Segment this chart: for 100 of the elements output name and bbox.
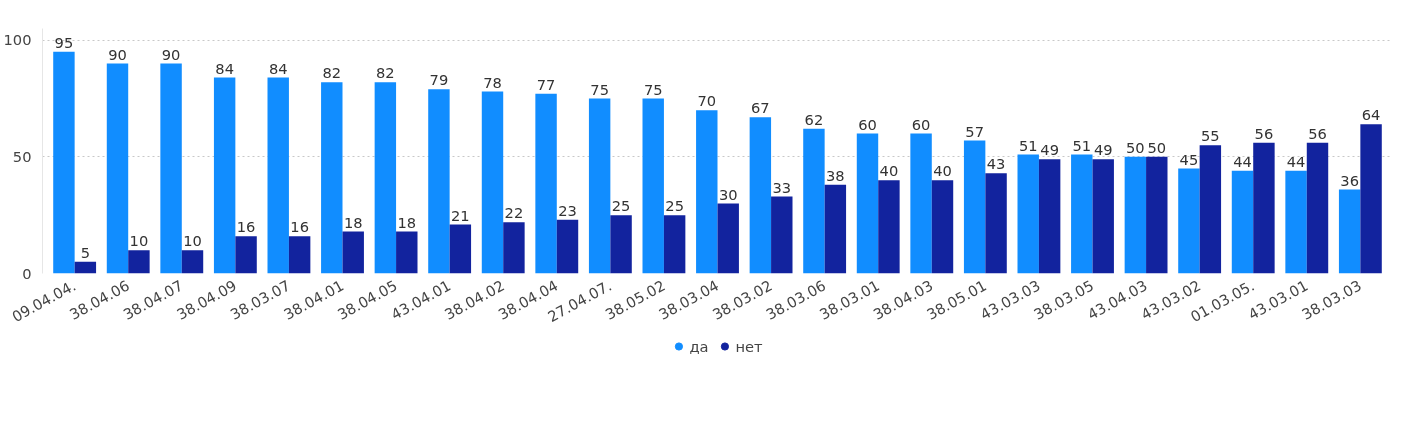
bar (428, 89, 450, 274)
data-label: 90 (108, 45, 127, 63)
bar (556, 219, 579, 274)
bar (181, 250, 204, 274)
data-label: 90 (161, 45, 181, 63)
bar (53, 51, 75, 274)
data-label: 5 (80, 243, 91, 261)
data-label: 56 (1308, 124, 1327, 142)
data-label: 18 (397, 213, 417, 231)
bar (824, 184, 847, 274)
bar (535, 93, 557, 274)
data-label: 22 (504, 204, 524, 222)
bar (396, 231, 418, 274)
data-label: 55 (1201, 127, 1220, 145)
bar (717, 203, 739, 274)
data-label: 50 (1147, 138, 1167, 156)
bar (931, 180, 954, 274)
data-label: 16 (290, 218, 309, 236)
data-label: 40 (933, 162, 952, 180)
data-label: 51 (1072, 136, 1092, 154)
data-label: 30 (718, 185, 738, 203)
data-label: 57 (965, 122, 984, 140)
bar (1253, 142, 1275, 274)
legend-label: да (689, 337, 710, 355)
bar (374, 82, 397, 274)
bar (803, 128, 825, 274)
data-label: 95 (54, 33, 74, 51)
bar (481, 91, 504, 274)
bar (128, 250, 150, 274)
bar (771, 196, 793, 274)
bar (610, 215, 632, 274)
data-label: 21 (451, 206, 470, 224)
bar (1285, 170, 1307, 274)
data-label: 70 (697, 92, 717, 110)
bar (1017, 154, 1039, 274)
data-label: 84 (215, 59, 234, 77)
data-label: 78 (483, 73, 502, 91)
data-label: 16 (236, 218, 256, 236)
data-label: 75 (590, 80, 609, 98)
data-label: 79 (429, 71, 449, 89)
bar (663, 215, 686, 274)
legend-label: нет (735, 337, 763, 355)
y-tick-label: 100 (3, 31, 32, 49)
data-label: 56 (1254, 124, 1274, 142)
bar (749, 117, 772, 274)
bar (1071, 154, 1093, 274)
bar (910, 133, 932, 274)
bar (1092, 159, 1114, 274)
data-label: 50 (1126, 138, 1145, 156)
bar (1038, 159, 1061, 274)
bar (74, 261, 97, 274)
data-label: 44 (1286, 152, 1306, 170)
bar (342, 231, 364, 274)
bar (588, 98, 611, 274)
data-label: 77 (536, 75, 556, 93)
y-tick-label: 0 (22, 264, 32, 282)
bar (1306, 142, 1329, 274)
data-label: 43 (986, 155, 1006, 173)
bar (642, 98, 664, 274)
data-label: 38 (826, 166, 845, 184)
data-label: 44 (1233, 152, 1252, 170)
data-label: 25 (611, 197, 631, 215)
y-tick-label: 50 (12, 147, 32, 165)
data-label: 60 (911, 115, 931, 133)
bar (503, 222, 525, 274)
bar (696, 110, 718, 274)
bar (160, 63, 182, 274)
data-label: 75 (643, 80, 663, 98)
data-label: 67 (751, 99, 770, 117)
data-label: 18 (343, 213, 363, 231)
bar (878, 180, 900, 274)
bar (1146, 156, 1168, 274)
bar (985, 173, 1007, 274)
data-label: 10 (129, 232, 149, 250)
data-label: 25 (665, 197, 684, 215)
bar (1360, 124, 1382, 274)
data-label: 49 (1093, 141, 1113, 159)
data-label: 45 (1179, 150, 1199, 168)
bar (1199, 145, 1222, 274)
data-label: 49 (1040, 141, 1059, 159)
data-label: 82 (376, 64, 395, 82)
bar (106, 63, 129, 274)
bar (1124, 156, 1147, 274)
bar (321, 82, 343, 274)
data-label: 36 (1340, 171, 1359, 189)
bar (1338, 189, 1361, 274)
bar (288, 236, 311, 274)
data-label: 64 (1361, 106, 1381, 124)
bar (1231, 170, 1254, 274)
bar (963, 140, 986, 274)
bar (856, 133, 879, 274)
bar (213, 77, 236, 274)
bar (267, 77, 289, 274)
bar (1178, 168, 1200, 274)
data-label: 84 (268, 59, 288, 77)
bar (235, 236, 257, 274)
bar (449, 224, 472, 274)
data-label: 60 (858, 115, 877, 133)
data-label: 51 (1018, 136, 1038, 154)
data-label: 10 (183, 232, 202, 250)
